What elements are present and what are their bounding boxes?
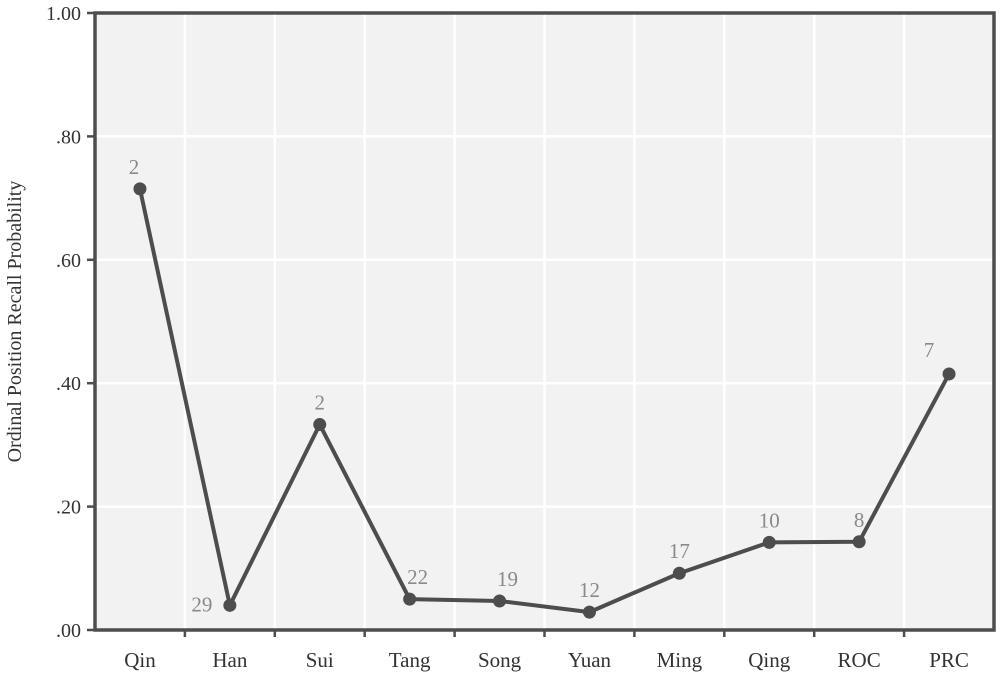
data-label-song: 19 [497, 567, 518, 591]
data-point-tang [403, 592, 417, 606]
data-point-song [493, 594, 507, 608]
data-point-ming [672, 566, 686, 580]
y-tick-label: .40 [56, 373, 81, 395]
data-label-han: 29 [191, 592, 212, 616]
data-label-roc: 8 [854, 508, 865, 532]
x-tick-label-roc: ROC [838, 648, 881, 672]
x-tick-label-qing: Qing [748, 648, 791, 672]
data-label-tang: 22 [407, 565, 428, 589]
data-point-roc [852, 535, 866, 549]
y-tick-label: .80 [56, 126, 81, 148]
y-axis-title: Ordinal Position Recall Probability [4, 181, 26, 463]
data-point-prc [942, 367, 956, 381]
grid-lines [95, 13, 994, 630]
x-tick-label-song: Song [478, 648, 522, 672]
data-label-sui: 2 [315, 391, 326, 415]
data-point-qing [762, 535, 776, 549]
data-label-prc: 7 [924, 338, 935, 362]
y-tick-label: .60 [56, 250, 81, 272]
data-label-qing: 10 [759, 508, 780, 532]
data-label-qin: 2 [129, 155, 140, 179]
y-axis-ticks: .00 .20 .40 .60 .80 1.00 [46, 3, 95, 642]
data-point-han [223, 598, 237, 612]
data-point-sui [313, 418, 327, 432]
x-axis-ticks: Qin Han Sui Tang Song Yuan Ming Qing ROC PRC [124, 630, 969, 672]
series-line [137, 186, 952, 615]
y-tick-label: 1.00 [46, 3, 81, 25]
y-tick-label: .20 [56, 497, 81, 519]
series-recall-probability [133, 182, 956, 619]
data-label-yuan: 12 [579, 578, 600, 602]
data-point-qin [133, 182, 147, 196]
x-tick-label-tang: Tang [389, 648, 431, 672]
x-tick-label-qin: Qin [124, 648, 156, 672]
x-tick-label-han: Han [212, 648, 247, 672]
x-tick-label-ming: Ming [657, 648, 703, 672]
x-tick-label-yuan: Yuan [568, 648, 612, 672]
y-tick-label: .00 [56, 620, 81, 642]
x-tick-label-prc: PRC [929, 648, 969, 672]
data-label-ming: 17 [669, 539, 690, 563]
data-point-yuan [582, 605, 596, 619]
x-tick-label-sui: Sui [306, 648, 334, 672]
